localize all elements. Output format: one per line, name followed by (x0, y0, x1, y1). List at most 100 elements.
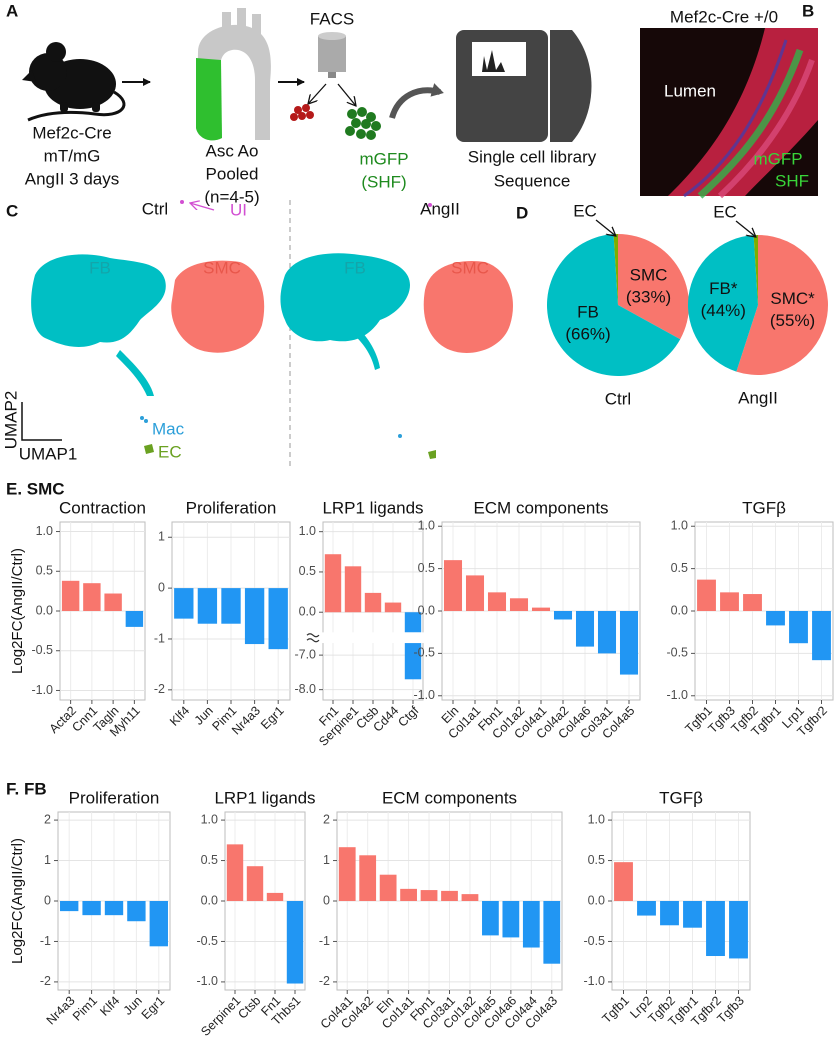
y-tick-label: 1.0 (588, 812, 605, 826)
bar (614, 862, 633, 901)
pie-slice (688, 235, 758, 372)
y-axis-label: Log2FC(AngII/Ctrl) (9, 838, 26, 964)
cluster (140, 416, 436, 459)
pie-title: AngII (738, 388, 778, 407)
chart-title: TGFβ (742, 498, 786, 517)
y-tick-label: 1 (323, 853, 330, 867)
axis-label: UMAP2 (1, 391, 20, 450)
y-tick-label: -0.5 (413, 646, 435, 660)
y-tick-label: 0.0 (671, 603, 688, 617)
bar (637, 901, 656, 916)
slice-label: SMC* (770, 289, 815, 308)
y-tick-label: 0.5 (671, 561, 688, 575)
slice-label: FB (577, 303, 599, 322)
pie-slice (613, 234, 618, 305)
y-tick-label: 1.0 (418, 519, 435, 533)
slice-value-label: (66%) (565, 325, 610, 344)
bar (338, 847, 356, 901)
bar (465, 575, 485, 611)
label-arrow (595, 219, 616, 236)
y-tick-label: 0.5 (299, 564, 316, 578)
bar (268, 588, 288, 650)
y-tick-label: 0 (44, 893, 51, 907)
mouse-text: Mef2c-Cre (32, 123, 111, 142)
y-tick-label: -0.5 (666, 646, 688, 660)
group-title: Ctrl (142, 199, 168, 218)
y-tick-label: 1 (44, 853, 51, 867)
aorta-text: (n=4-5) (204, 187, 259, 206)
mouse-text: AngII 3 days (25, 169, 120, 188)
bar (104, 593, 122, 611)
y-tick-label: -2 (154, 682, 165, 696)
bar (720, 592, 739, 611)
section-title: E. SMC (6, 479, 65, 498)
x-tick-label: Tgfb3 (714, 994, 747, 1027)
y-tick-label: -1 (154, 631, 165, 645)
cluster (171, 260, 513, 353)
chart-title: Proliferation (186, 498, 277, 517)
bar (487, 592, 507, 611)
pie-slice (618, 234, 689, 340)
cluster-label: SMC (203, 258, 241, 277)
tissue (717, 58, 815, 199)
cluster (180, 200, 184, 204)
bar (246, 866, 264, 901)
bar (575, 611, 595, 647)
tissue (683, 39, 788, 198)
label-arrow (735, 220, 756, 237)
y-tick-label: -1 (40, 934, 51, 948)
y-tick-label: -1.0 (31, 683, 53, 697)
tissue (668, 28, 818, 196)
y-tick-label: 0.0 (36, 603, 53, 617)
bar (461, 894, 479, 901)
bar (104, 901, 124, 916)
pie-slice (736, 235, 828, 375)
bar (441, 890, 458, 901)
aorta-icon (196, 8, 271, 141)
bar (660, 901, 679, 926)
bar (197, 588, 218, 624)
bar (743, 594, 762, 611)
bar (364, 592, 382, 613)
facs-icon (290, 32, 381, 140)
image-label: mGFP (753, 149, 802, 168)
chart-title: ECM components (473, 498, 608, 517)
cluster-label: FB (89, 258, 111, 277)
cluster (428, 203, 432, 207)
bar (324, 554, 342, 613)
bar (597, 611, 617, 654)
x-tick-label: Egr1 (139, 994, 168, 1023)
y-tick-label: -8.0 (294, 682, 316, 696)
image-label: SHF (775, 171, 809, 190)
cluster-label: SMC (451, 258, 489, 277)
bar (443, 560, 463, 611)
y-tick-label: -0.5 (31, 643, 53, 657)
y-tick-label: 1.0 (201, 812, 218, 826)
tissue (697, 48, 804, 199)
bar (404, 612, 422, 633)
y-axis-label: Log2FC(AngII/Ctrl) (9, 548, 26, 674)
chart-title: ECM components (382, 788, 517, 807)
library-text: Single cell library (468, 147, 597, 166)
x-tick-label: Pim1 (70, 994, 100, 1024)
arrow (389, 83, 444, 119)
bar (420, 890, 438, 901)
chart-title: LRP1 ligands (322, 498, 423, 517)
bar (125, 611, 144, 627)
y-tick-label: -1.0 (196, 974, 218, 988)
bar (244, 588, 265, 645)
y-tick-label: 0.5 (588, 853, 605, 867)
chart-title: Proliferation (69, 788, 160, 807)
bar (509, 598, 529, 611)
pie-title: Ctrl (605, 389, 631, 408)
section-title: F. FB (6, 779, 47, 798)
slice-value-label: (44%) (701, 301, 746, 320)
bar (619, 611, 639, 675)
y-tick-label: -2 (319, 974, 330, 988)
slice-label: EC (573, 201, 597, 220)
cluster-label: FB (344, 258, 366, 277)
slice-label: SMC (630, 265, 668, 284)
y-tick-label: 0.5 (201, 853, 218, 867)
y-tick-label: 0.0 (299, 605, 316, 619)
